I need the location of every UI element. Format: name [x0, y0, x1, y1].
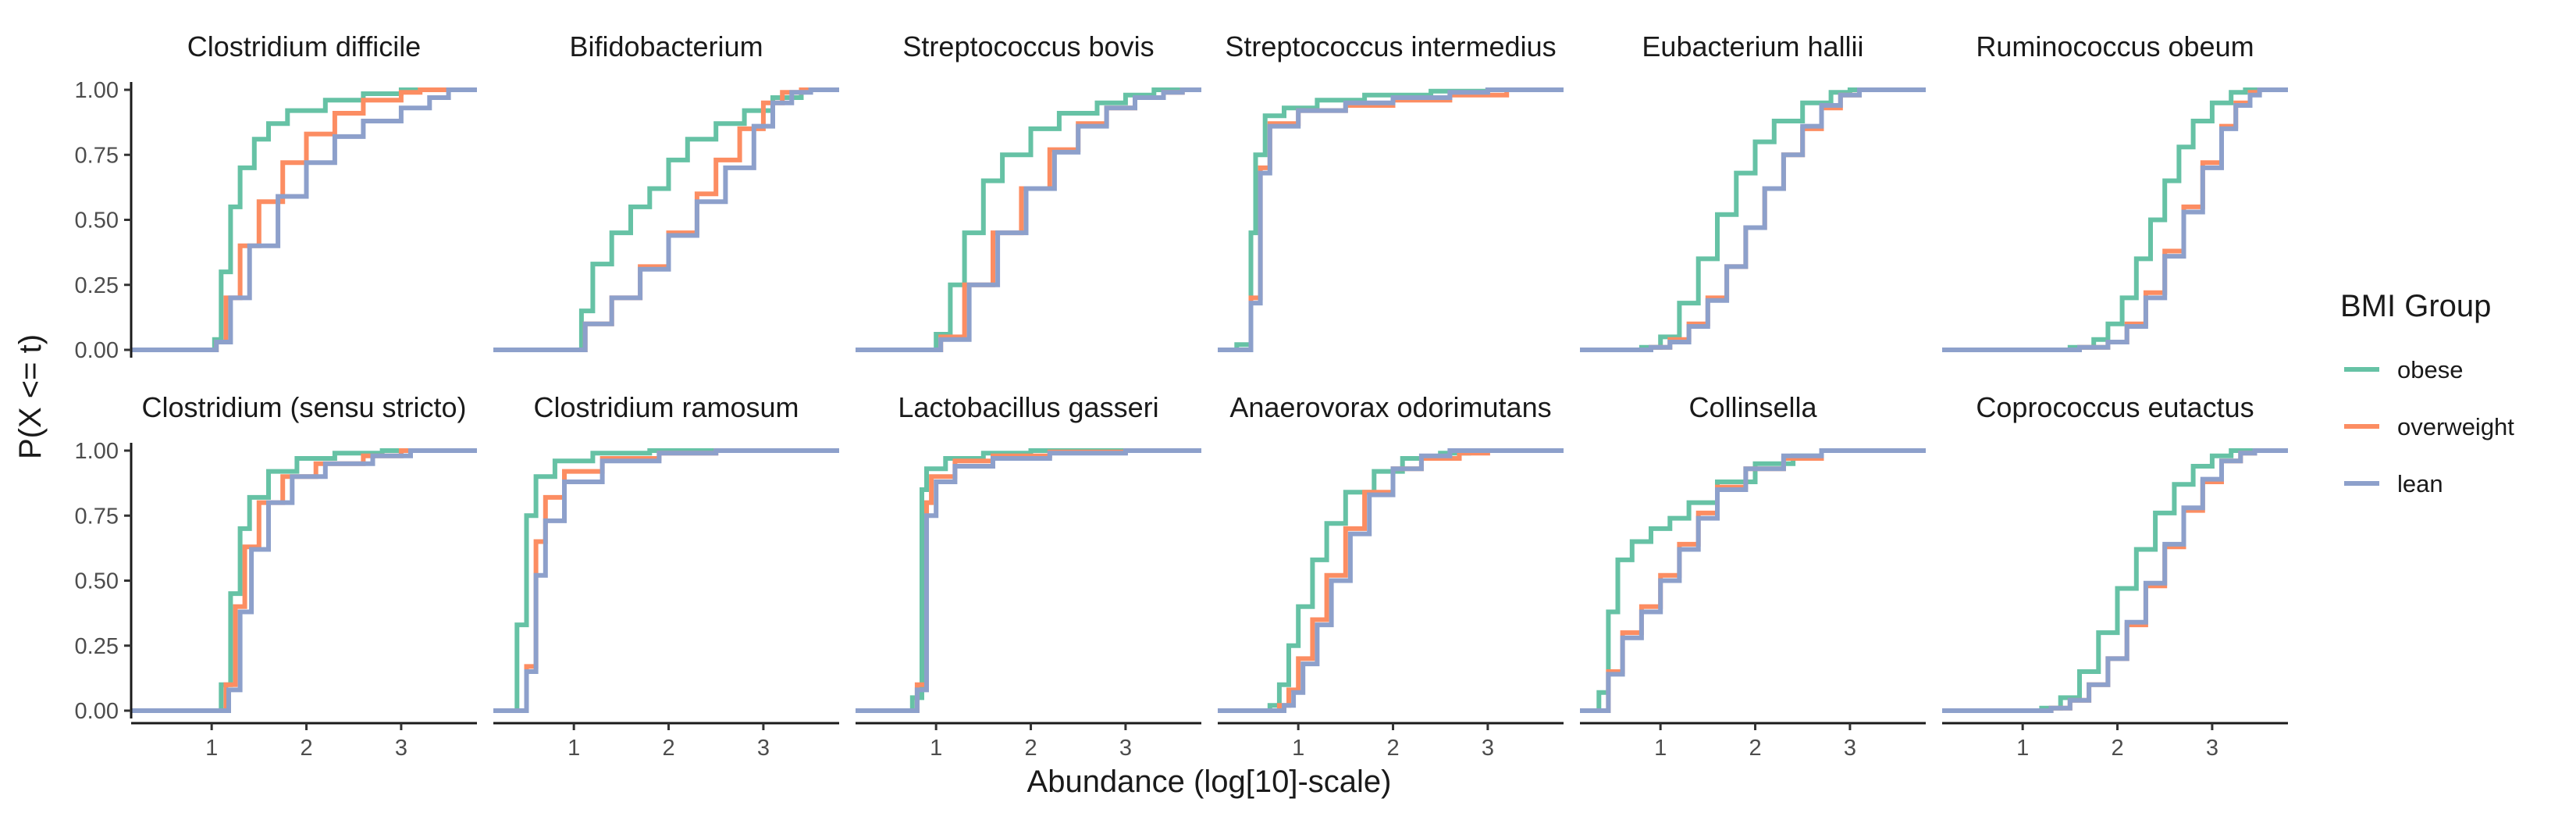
- series-line-obese: [1942, 87, 2288, 352]
- series-line-obese: [493, 87, 839, 352]
- series-line-lean: [856, 87, 1201, 352]
- series-line-lean: [131, 448, 477, 713]
- y-tick-label: 0.50: [75, 209, 119, 234]
- series-line-obese: [1580, 448, 1926, 713]
- panel-title: Clostridium (sensu stricto): [141, 391, 466, 423]
- series-line-obese: [131, 448, 477, 713]
- series-line-obese: [1942, 448, 2288, 713]
- x-tick-label: 1: [930, 736, 942, 761]
- panel: Bifidobacterium: [493, 30, 839, 352]
- series-line-lean: [1942, 448, 2288, 713]
- x-tick-label: 3: [1482, 736, 1494, 761]
- x-tick-label: 3: [757, 736, 770, 761]
- legend-label-overweight: overweight: [2397, 413, 2514, 440]
- series-line-lean: [1218, 87, 1564, 352]
- series-line-overweight: [1580, 448, 1926, 713]
- series-line-obese: [1580, 87, 1926, 352]
- series-line-overweight: [493, 87, 839, 352]
- y-tick-label: 0.25: [75, 273, 119, 298]
- x-tick-label: 1: [1654, 736, 1667, 761]
- panels-layer: Clostridium difficile 0.00 0.25 0.50 0.75 1.0…: [75, 30, 2288, 761]
- x-tick-label: 1: [205, 736, 218, 761]
- panel: Ruminococcus obeum: [1942, 30, 2288, 352]
- series-line-lean: [1580, 448, 1926, 713]
- y-tick-label: 0.50: [75, 569, 119, 594]
- panel: Clostridium (sensu stricto) 0.00 0.25 0.50 0…: [75, 391, 477, 761]
- series-line-lean: [1942, 87, 2288, 352]
- panel: Eubacterium hallii: [1580, 30, 1926, 352]
- series-line-lean: [1580, 87, 1926, 352]
- x-tick-label: 2: [1024, 736, 1037, 761]
- series-line-obese: [493, 448, 839, 713]
- y-tick-label: 0.75: [75, 504, 119, 529]
- x-tick-label: 3: [2206, 736, 2218, 761]
- series-line-lean: [1218, 448, 1564, 713]
- x-tick-label: 1: [1292, 736, 1304, 761]
- legend-title: BMI Group: [2340, 289, 2491, 323]
- series-line-overweight: [493, 448, 839, 713]
- panel-title: Clostridium ramosum: [533, 391, 799, 423]
- legend-label-lean: lean: [2397, 470, 2443, 497]
- panel: Collinsella 1 2 3: [1580, 391, 1926, 761]
- x-tick-label: 2: [1749, 736, 1761, 761]
- panel: Clostridium ramosum 1 2 3: [493, 391, 839, 761]
- x-tick-label: 3: [1119, 736, 1132, 761]
- series-line-overweight: [131, 448, 477, 713]
- y-axis-title: P(X <= t): [13, 334, 48, 459]
- series-line-obese: [856, 448, 1201, 713]
- series-line-overweight: [131, 87, 477, 352]
- panel-title: Ruminococcus obeum: [1976, 30, 2254, 62]
- panel-title: Streptococcus intermedius: [1225, 30, 1556, 62]
- series-line-overweight: [1942, 448, 2288, 713]
- series-line-obese: [131, 87, 477, 352]
- x-tick-label: 2: [2111, 736, 2123, 761]
- x-tick-label: 1: [2016, 736, 2029, 761]
- legend: BMI Group obese overweight lean: [2340, 289, 2514, 497]
- panel-title: Bifidobacterium: [569, 30, 763, 62]
- x-tick-label: 3: [395, 736, 407, 761]
- legend-entries: obese overweight lean: [2344, 356, 2514, 497]
- x-tick-label: 3: [1844, 736, 1856, 761]
- x-tick-label: 2: [1386, 736, 1399, 761]
- panel: Lactobacillus gasseri 1 2 3: [856, 391, 1201, 761]
- series-line-overweight: [856, 448, 1201, 713]
- panel: Clostridium difficile 0.00 0.25 0.50 0.75 1.0…: [75, 30, 477, 363]
- panel-title: Coprococcus eutactus: [1976, 391, 2254, 423]
- series-line-obese: [856, 87, 1201, 352]
- x-tick-label: 1: [568, 736, 580, 761]
- panel: Streptococcus intermedius: [1218, 30, 1564, 352]
- y-tick-label: 1.00: [75, 439, 119, 464]
- series-line-lean: [493, 87, 839, 352]
- panel: Anaerovorax odorimutans 1 2 3: [1218, 391, 1564, 761]
- y-tick-label: 0.00: [75, 338, 119, 363]
- y-tick-label: 0.00: [75, 699, 119, 724]
- legend-label-obese: obese: [2397, 356, 2463, 383]
- panel-title: Eubacterium hallii: [1642, 30, 1863, 62]
- panel-title: Collinsella: [1688, 391, 1817, 423]
- y-tick-label: 1.00: [75, 78, 119, 103]
- x-tick-label: 2: [662, 736, 674, 761]
- x-tick-label: 2: [300, 736, 312, 761]
- series-line-lean: [493, 448, 839, 713]
- panel: Streptococcus bovis: [856, 30, 1201, 352]
- series-line-overweight: [1580, 87, 1926, 352]
- panel-title: Anaerovorax odorimutans: [1229, 391, 1551, 423]
- series-line-lean: [856, 448, 1201, 713]
- y-tick-label: 0.75: [75, 143, 119, 168]
- panel-title: Lactobacillus gasseri: [898, 391, 1158, 423]
- panel-title: Clostridium difficile: [187, 30, 421, 62]
- x-axis-title: Abundance (log[10]-scale): [1027, 765, 1392, 799]
- panel-title: Streptococcus bovis: [902, 30, 1154, 62]
- series-line-lean: [131, 87, 477, 352]
- y-tick-label: 0.25: [75, 634, 119, 659]
- panel: Coprococcus eutactus 1 2 3: [1942, 391, 2288, 761]
